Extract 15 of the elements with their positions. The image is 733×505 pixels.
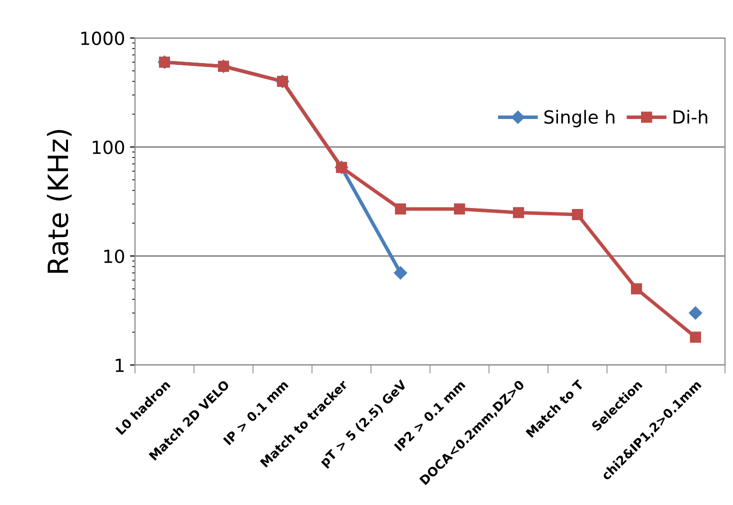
legend-label: Single h [544, 110, 614, 128]
point [454, 203, 466, 215]
legend-label: Di-h [674, 110, 708, 124]
point [572, 209, 584, 220]
y-tick-label: 1 [116, 358, 124, 372]
point [512, 207, 524, 218]
y-tick-label: 100 [92, 140, 124, 154]
point [630, 283, 642, 294]
y-axis-title: Rate (KHz) [46, 130, 72, 273]
y-tick-label: 10 [104, 249, 124, 264]
point [688, 306, 702, 320]
point [394, 266, 408, 280]
point [690, 332, 702, 343]
point [394, 203, 406, 215]
y-tick-label: 1000 [81, 31, 124, 46]
